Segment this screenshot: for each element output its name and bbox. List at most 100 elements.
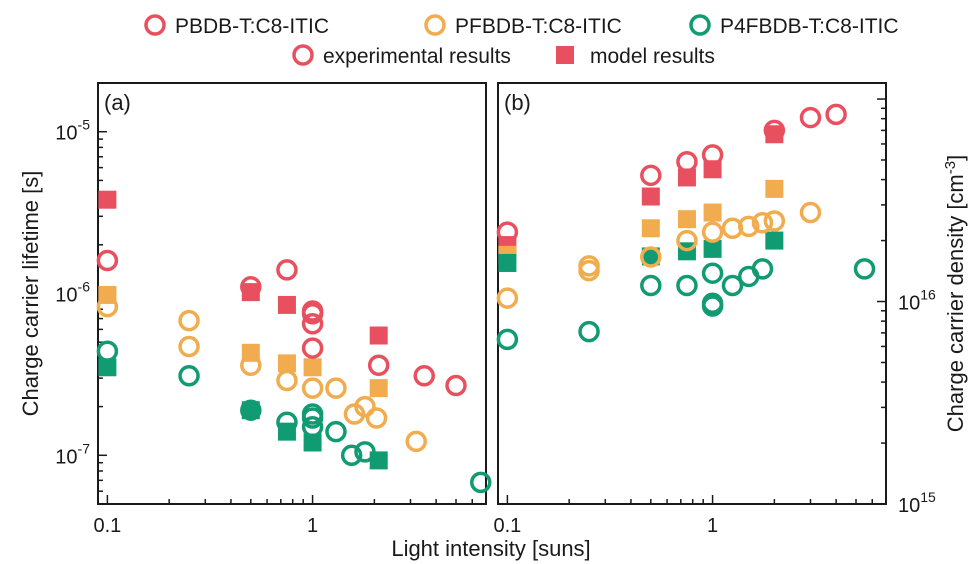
legend-label-p4fbdb: P4FBDB-T:C8-ITIC: [720, 15, 899, 38]
experimental-point-b-s2-9: [751, 258, 774, 280]
model-point-b-s2-4: [765, 231, 784, 250]
legend-label-experimental: experimental results: [323, 45, 511, 68]
experimental-point-a-s2-10: [470, 471, 492, 494]
experimental-point-a-s2-9: [354, 441, 376, 463]
y-tick-exponent: 16: [920, 287, 936, 303]
experimental-point-a-s1-1: [178, 309, 200, 332]
experimental-point-a-s1-9: [365, 407, 388, 429]
experimental-point-b-s1-2: [578, 259, 600, 282]
experimental-point-b-s0-4: [763, 119, 786, 142]
experimental-point-b-s1-9: [763, 210, 786, 232]
model-point-a-s0-1: [241, 283, 260, 302]
experimental-point-b-s2-3: [676, 274, 698, 297]
experimental-point-b-s0-1: [640, 164, 662, 187]
experimental-point-b-s0-5: [799, 106, 822, 129]
model-point-b-s2-1: [641, 247, 660, 266]
experimental-point-a-s0-6: [301, 337, 324, 359]
experimental-point-a-s1-8: [354, 395, 376, 418]
experimental-point-a-s2-1: [178, 365, 200, 387]
experimental-point-a-s2-6: [301, 416, 324, 438]
experimental-point-b-s1-4: [676, 229, 698, 252]
experimental-point-a-s0-9: [445, 374, 467, 397]
y-tick-label-a: 10-6: [55, 279, 90, 307]
model-point-a-s0-0: [98, 190, 117, 209]
experimental-point-a-s1-0: [96, 295, 119, 318]
experimental-point-a-s0-4: [301, 302, 324, 325]
experimental-point-b-s1-7: [737, 215, 760, 238]
legend-marker-p4fbdb: [689, 14, 711, 36]
legend-marker-experimental: [292, 44, 314, 66]
x-tick-label-a: 1: [307, 515, 318, 537]
model-point-b-s0-3: [703, 160, 722, 179]
model-point-a-s2-1: [241, 401, 260, 420]
experimental-point-a-s1-3: [240, 354, 262, 377]
panel-a-frame: [97, 82, 487, 505]
model-point-b-s1-3: [703, 203, 722, 222]
experimental-point-a-s0-7: [367, 354, 390, 377]
experimental-point-b-s2-6: [701, 295, 724, 317]
model-point-b-s0-2: [677, 168, 696, 187]
panel-b-label: (b): [504, 90, 531, 115]
model-point-b-s1-4: [765, 179, 784, 198]
experimental-point-b-s2-4: [701, 262, 724, 284]
experimental-point-b-s2-0: [496, 328, 519, 351]
experimental-point-a-s0-1: [240, 276, 262, 298]
y-tick-base: 10: [55, 123, 77, 145]
experimental-point-a-s2-0: [96, 340, 119, 362]
experimental-point-a-s1-2: [178, 335, 200, 358]
panel-b-ylabel: Charge carrier density [cm-3]: [942, 155, 968, 432]
model-point-b-s1-1: [641, 219, 660, 238]
experimental-point-b-s2-2: [640, 274, 662, 297]
model-point-a-s1-4: [369, 379, 388, 398]
experimental-point-b-s1-0: [496, 287, 519, 309]
x-axis-label: Light intensity [suns]: [391, 536, 590, 561]
y-tick-exponent: -7: [78, 440, 91, 456]
experimental-point-a-s2-8: [340, 444, 363, 467]
panel-a-marks: [96, 190, 492, 494]
panel-b-marks: [496, 103, 876, 351]
experimental-point-a-s2-7: [325, 420, 347, 443]
legend-label-pbdb: PBDB-T:C8-ITIC: [175, 15, 329, 38]
experimental-point-b-s0-6: [825, 103, 847, 126]
experimental-point-a-s1-4: [276, 369, 298, 392]
y-tick-label-a: 10-7: [55, 440, 90, 468]
y-tick-label-a: 10-5: [55, 117, 90, 145]
model-point-a-s2-0: [98, 358, 117, 377]
y-tick-label-b: 1015: [898, 489, 936, 517]
legend-marker-pfbdb: [424, 14, 446, 36]
experimental-point-a-s2-3: [276, 411, 298, 434]
model-point-a-s2-3: [303, 433, 322, 452]
y-tick-base: 10: [55, 285, 77, 307]
experimental-point-a-s2-2: [240, 399, 262, 421]
x-tick-label-b: 1: [707, 515, 718, 537]
x-tick-label-a: 0.1: [93, 515, 121, 537]
experimental-point-a-s1-5: [301, 377, 324, 399]
experimental-point-b-s2-7: [721, 274, 744, 297]
model-point-b-s1-2: [677, 210, 696, 229]
experimental-point-a-s1-6: [325, 377, 347, 399]
experimental-point-a-s1-10: [405, 430, 427, 453]
panel-a-label: (a): [104, 90, 131, 115]
model-point-b-s2-3: [703, 239, 722, 258]
experimental-point-a-s2-5: [301, 407, 324, 429]
experimental-point-b-s2-10: [853, 258, 876, 280]
model-point-a-s0-3: [369, 326, 388, 345]
experimental-point-a-s0-0: [96, 249, 119, 272]
model-point-b-s0-1: [641, 187, 660, 206]
y-tick-exponent: -6: [78, 279, 91, 295]
experimental-point-b-s0-2: [676, 151, 698, 173]
experimental-point-b-s1-5: [701, 221, 724, 243]
model-point-a-s1-2: [277, 354, 296, 373]
model-point-a-s0-2: [277, 295, 296, 314]
y-tick-base: 10: [898, 495, 920, 517]
model-point-a-s1-3: [303, 358, 322, 377]
experimental-point-b-s1-8: [751, 211, 774, 234]
x-tick-label-b: 0.1: [493, 515, 521, 537]
y-tick-label-b: 1016: [898, 287, 936, 315]
experimental-point-b-s2-1: [578, 320, 600, 343]
y-tick-exponent: 15: [920, 489, 936, 505]
panel-a-ylabel: Charge carrier lifetime [s]: [18, 171, 43, 417]
experimental-point-a-s0-8: [413, 365, 435, 387]
experimental-point-b-s1-10: [799, 201, 822, 224]
